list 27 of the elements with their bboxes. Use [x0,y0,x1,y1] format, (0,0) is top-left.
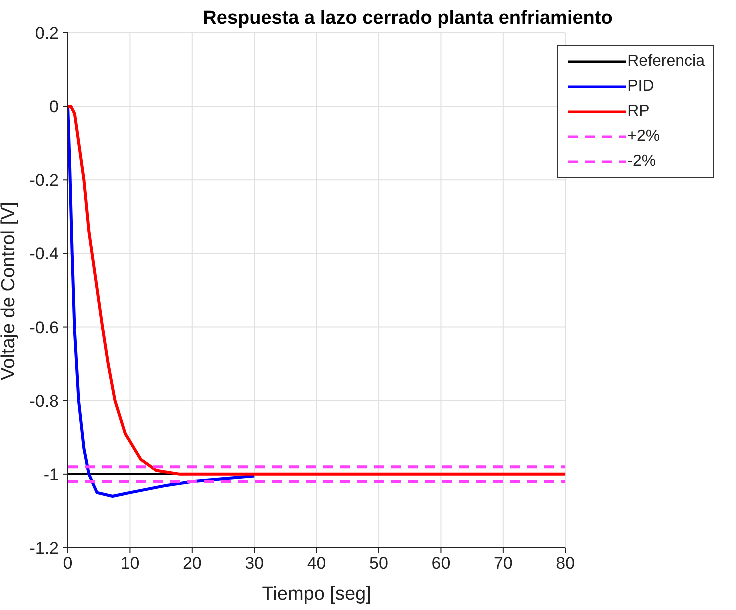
legend-label: -2% [628,152,656,172]
x-tick-label: 40 [307,554,326,574]
x-tick-label: 50 [370,554,388,574]
chart-title: Respuesta a lazo cerrado planta enfriamiento [203,8,613,29]
y-tick-label: -1 [44,465,59,484]
x-tick-label: 20 [182,554,202,574]
x-tick-label: 10 [120,554,140,574]
x-axis-title: Tiempo [seg] [262,584,372,605]
line-series [68,105,256,498]
x-tick-label: 0 [63,554,73,574]
x-tick-label: 30 [245,554,264,574]
x-tick-label: 70 [494,554,513,574]
y-axis-title: Voltaje de Control [V] [0,202,20,380]
y-tick-label: 0.2 [35,24,59,44]
x-tick-label: 60 [432,554,451,574]
line-series [68,105,566,476]
y-tick-label: -0.4 [30,244,59,264]
legend-label: +2% [628,127,660,147]
y-tick-label: 0 [50,98,59,117]
x-tick-label: 80 [556,554,576,574]
y-tick-label: -0.2 [30,171,59,190]
legend-label: Referencia [628,52,705,72]
y-tick-label: -0.8 [30,392,59,411]
y-tick-label: -1.2 [30,539,59,558]
legend-label: PID [628,77,654,97]
legend-label: RP [628,102,650,122]
y-tick-label: -0.6 [30,318,59,338]
